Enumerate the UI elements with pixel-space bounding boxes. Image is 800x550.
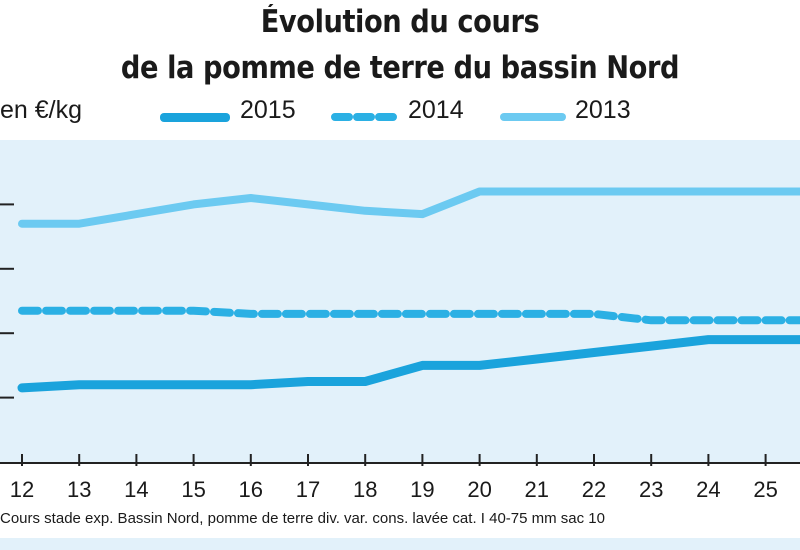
chart-title-line-1: Évolution du cours [260, 4, 540, 40]
x-tick-label-6: 18 [353, 477, 377, 502]
x-axis-line [0, 462, 800, 464]
series-line-2013 [18, 187, 800, 228]
legend-label-2015: 2015 [240, 96, 296, 124]
x-tick-label-2: 14 [124, 477, 148, 502]
x-tick-label-9: 21 [525, 477, 549, 502]
legend-label-2014: 2014 [408, 96, 464, 124]
x-tick-label-1: 13 [67, 477, 91, 502]
bottom-band [0, 538, 800, 550]
source-note: Cours stade exp. Bassin Nord, pomme de t… [0, 510, 605, 527]
x-tick-label-10: 22 [582, 477, 606, 502]
x-tick-label-4: 16 [239, 477, 263, 502]
y-axis-unit-label: en €/kg [0, 96, 83, 124]
legend-swatch-2015 [160, 113, 230, 122]
x-tick-label-8: 20 [467, 477, 491, 502]
x-tick-label-5: 17 [296, 477, 320, 502]
x-tick-label-11: 23 [639, 477, 663, 502]
series-line-2015 [17, 335, 800, 393]
x-tick-label-0: 12 [10, 477, 34, 502]
x-tick-label-3: 15 [181, 477, 205, 502]
legend-label-2013: 2013 [575, 96, 631, 124]
series-line-2014 [18, 306, 800, 325]
x-tick-label-13: 25 [753, 477, 777, 502]
chart-title-line-2: de la pomme de terre du bassin Nord [120, 50, 680, 86]
x-tick-label-7: 19 [410, 477, 434, 502]
legend-swatch-2013 [500, 113, 566, 121]
x-tick-label-12: 24 [696, 477, 720, 502]
